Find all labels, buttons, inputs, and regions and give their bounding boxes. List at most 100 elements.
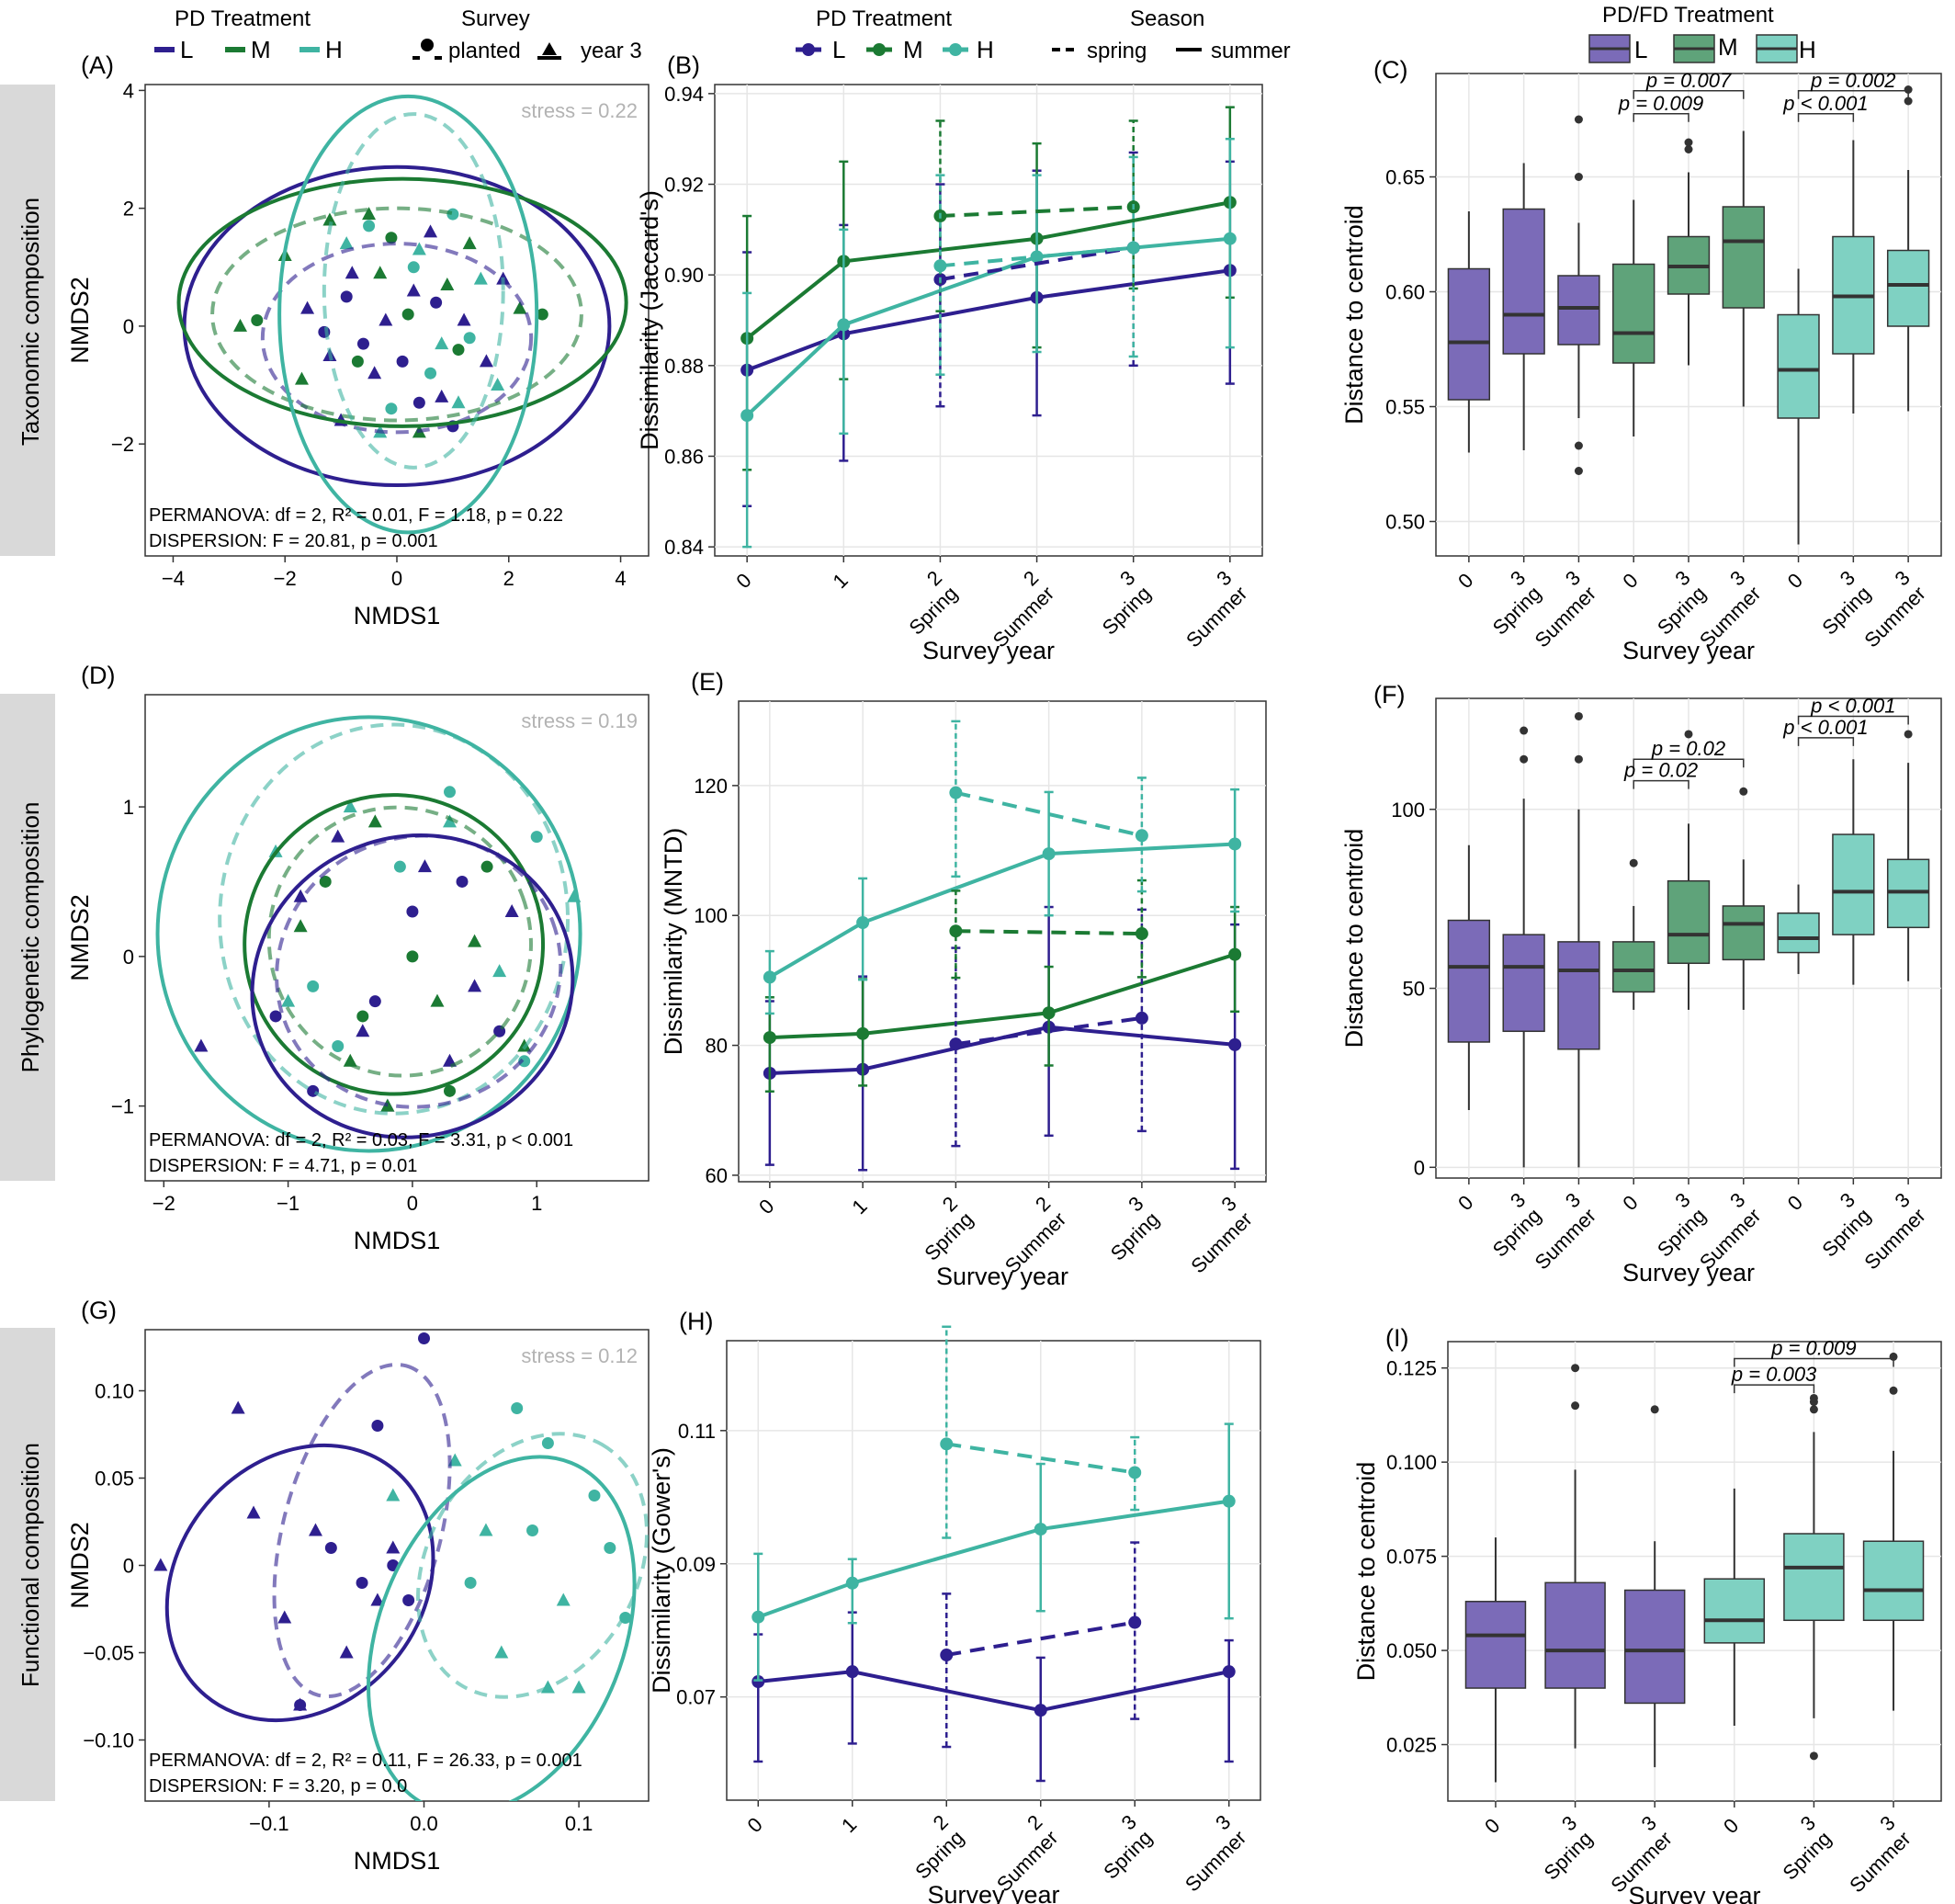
point-m-planted (444, 1084, 457, 1097)
series-h-summer-point (856, 916, 870, 930)
point-h-year3 (339, 236, 354, 250)
series-h-spring-line (940, 245, 1134, 268)
point-l-year3 (356, 1024, 370, 1037)
point-l-year3 (277, 1610, 292, 1624)
x-tick-label-part: 0 (1480, 1814, 1504, 1838)
point-l-planted (269, 1010, 282, 1023)
point-l-year3 (370, 1592, 385, 1606)
legend-planted-dot (421, 39, 434, 51)
x-tick-label-part: 0 (1783, 1191, 1807, 1215)
significance-label: p = 0.02 (1651, 737, 1725, 760)
plot-area (153, 1332, 649, 1801)
point-m-year3 (468, 934, 482, 947)
box-h-6-iqr (1777, 912, 1820, 954)
point-l-year3 (468, 979, 482, 992)
x-tick-label: −2 (274, 567, 297, 590)
point-h-planted (511, 1402, 524, 1414)
significance-label: p = 0.002 (1810, 69, 1895, 92)
y-tick-label: 0.84 (664, 536, 704, 559)
y-tick-label: 120 (694, 775, 728, 798)
legend-b-dot-l (802, 43, 815, 56)
x-tick-label-part: Spring (920, 1207, 978, 1265)
series-l-spring-line (955, 1015, 1143, 1047)
y-tick-label: 0.11 (678, 1420, 716, 1443)
series-m-spring-point (949, 924, 963, 938)
series-m-spring-line (940, 205, 1134, 219)
point-m-year3 (367, 814, 382, 828)
x-tick-label: 0 (407, 1192, 418, 1215)
panel-a-taxonomic-nmds: −4 −2 0 2 4 −2 0 2 4 stress = 0.22 PERMANOVA: df =… (66, 51, 650, 629)
point-m-year3 (343, 1053, 357, 1067)
point-l-year3 (386, 1540, 401, 1554)
x-tick-label-part: 0 (1618, 569, 1642, 593)
significance-bracket (1797, 737, 1855, 746)
row-label-phylogenetic: Phylogenetic composition (17, 802, 44, 1073)
point-m-planted (480, 860, 493, 873)
ellipse-l-planted (260, 242, 534, 435)
x-tick-label-part: 0 (1719, 1814, 1743, 1838)
x-axis-label: NMDS1 (354, 1227, 441, 1254)
y-tick-label: 0.125 (1386, 1357, 1437, 1380)
point-l-year3 (504, 904, 519, 918)
panel-label: (E) (691, 668, 724, 696)
point-l-year3 (300, 300, 315, 314)
x-tick-label-part: Spring (904, 582, 962, 640)
x-tick-label: 2Spring (895, 1810, 968, 1884)
series-h-summer-point (845, 1576, 859, 1590)
ellipse-l-planted (275, 833, 563, 1109)
series-h-summer-point (751, 1610, 765, 1624)
significance-bracket (1633, 758, 1745, 768)
legend-survey-planted: planted (448, 39, 521, 63)
box-h-3-iqr (1703, 1578, 1766, 1644)
legend-b-label-m: M (903, 36, 923, 63)
box-h-6-iqr (1777, 313, 1820, 419)
dispersion-stats: DISPERSION: F = 4.71, p = 0.01 (149, 1156, 417, 1176)
point-m-planted (536, 308, 548, 321)
box-h-8-outlier (1904, 730, 1913, 739)
box-h-4-outlier (1809, 1405, 1818, 1414)
x-tick-label-part: 0 (731, 569, 755, 593)
x-tick-label-part: Spring (1099, 1826, 1157, 1884)
point-l-planted (412, 396, 425, 409)
box-l-1-outlier (1571, 1401, 1580, 1411)
y-axis-label: Dissimilarity (Gower's) (648, 1447, 675, 1694)
x-tick-label: 3Spring (1473, 566, 1546, 640)
point-l-planted (406, 905, 419, 918)
box-m-5-iqr (1722, 905, 1765, 961)
point-l-planted (324, 1542, 337, 1554)
x-tick-label: 0 (1618, 1191, 1642, 1215)
legend-box-label-l: L (1634, 36, 1647, 63)
x-tick-label: −4 (162, 567, 185, 590)
point-m-planted (319, 875, 332, 888)
point-l-planted (402, 1594, 415, 1606)
x-tick-label-part: Summer (1186, 1207, 1256, 1277)
panel-label: (D) (81, 662, 115, 689)
y-tick-label: 0.90 (664, 264, 704, 287)
x-axis-label: Survey year (1628, 1882, 1760, 1904)
legend-b-dot-h (949, 43, 962, 56)
point-h-planted (526, 1524, 539, 1536)
series-m-summer-point (1228, 947, 1242, 961)
point-l-year3 (308, 1523, 322, 1536)
point-m-planted (401, 308, 414, 321)
significance-label: p = 0.007 (1645, 69, 1732, 92)
x-tick-label: 3Spring (1473, 1188, 1546, 1262)
box-m-5-iqr (1722, 206, 1765, 309)
y-axis-label: NMDS2 (66, 277, 94, 364)
box-l-2-outlier (1574, 754, 1583, 764)
stress-label: stress = 0.19 (521, 709, 638, 732)
y-tick-label: 0.100 (1386, 1451, 1437, 1474)
x-tick-label: 0 (1618, 569, 1642, 593)
x-tick-label-part: Spring (910, 1826, 968, 1884)
y-tick-label: 0.07 (676, 1686, 716, 1709)
y-tick-label: 0.09 (676, 1553, 716, 1576)
x-tick-label: 3Spring (1637, 566, 1711, 640)
series-h-summer-point (1042, 847, 1056, 861)
y-tick-label: 0.60 (1385, 281, 1425, 304)
x-tick-label: 2 (503, 567, 514, 590)
panel-label: (C) (1373, 56, 1407, 84)
legend-box-label-h: H (1799, 36, 1816, 63)
box-l-2-outlier (1574, 115, 1583, 124)
legend-b-dot-m (873, 43, 886, 56)
box-l-2-iqr (1557, 941, 1600, 1050)
